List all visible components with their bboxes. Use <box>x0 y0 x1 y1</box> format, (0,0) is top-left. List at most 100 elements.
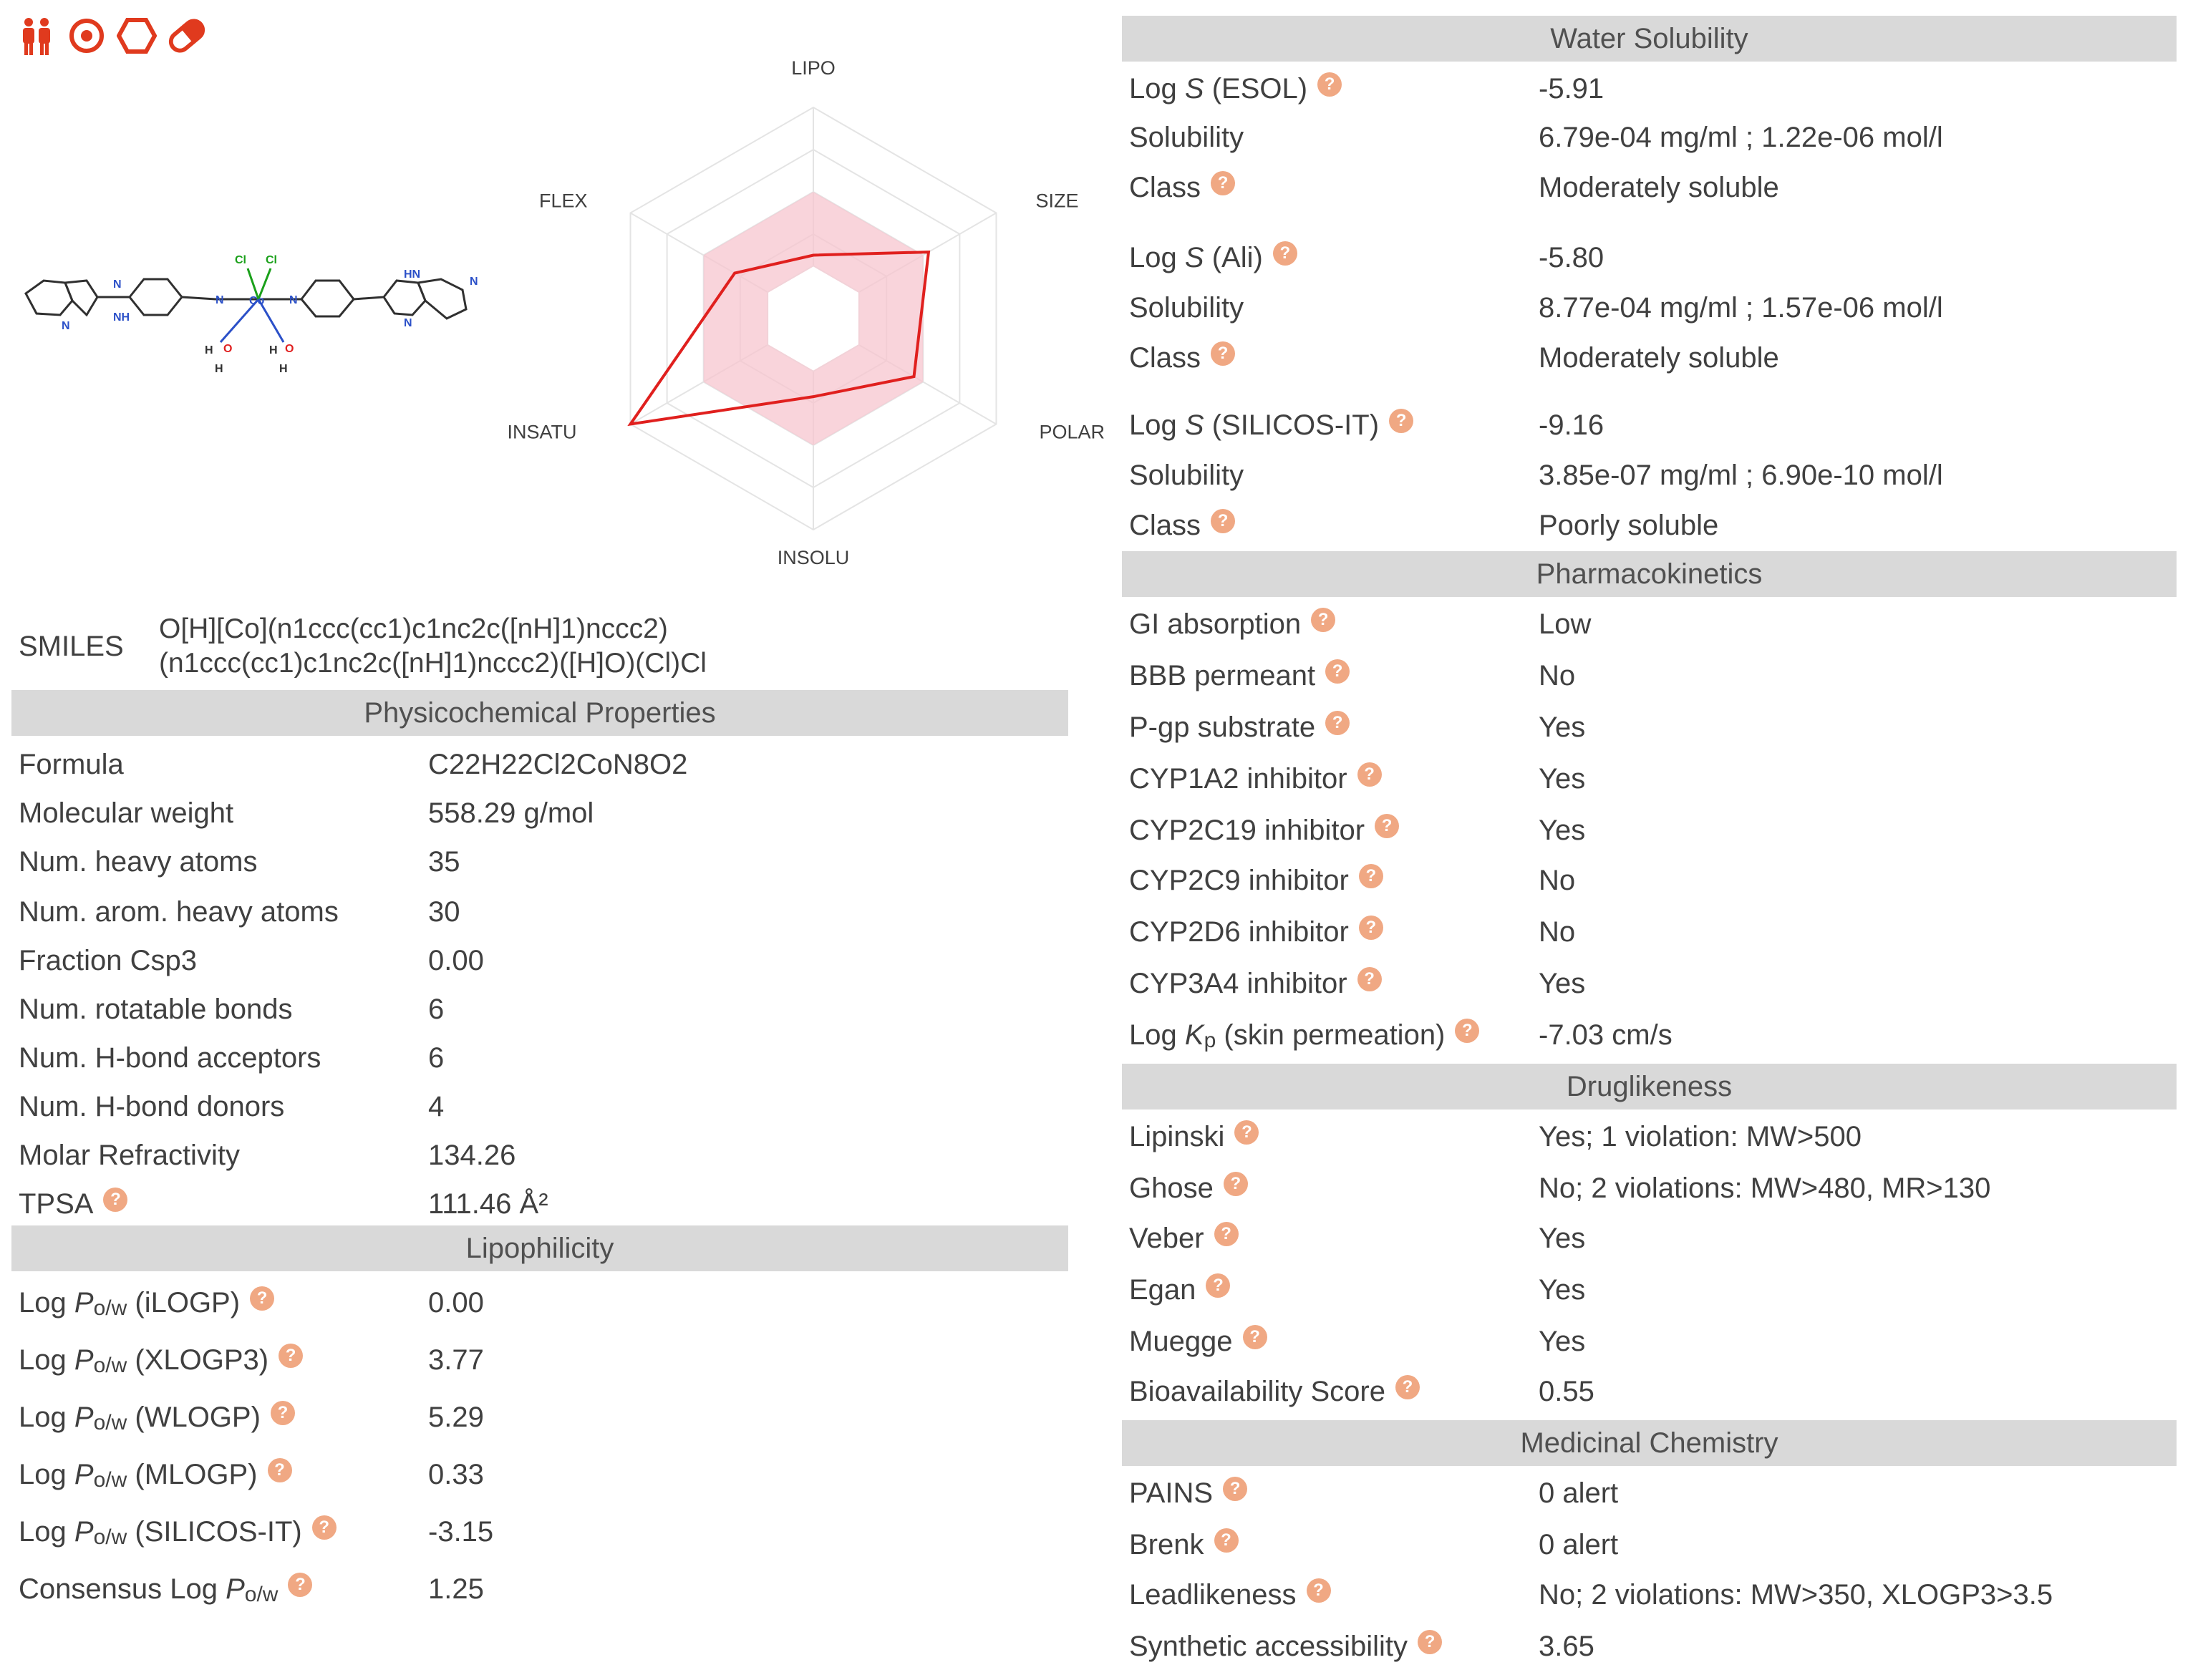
row-value: -5.91 <box>1539 72 1604 105</box>
table-row: Muegge? Yes <box>1122 1317 2177 1366</box>
ow-subscript: o/w <box>93 1525 127 1549</box>
logs-row: Log S (ESOL)? -5.91 <box>1122 64 2177 113</box>
water-solubility-header: Water Solubility <box>1122 16 2177 62</box>
table-row: Fraction Csp3 0.00 <box>11 936 1068 985</box>
kp-description: (skin permeation) <box>1224 1019 1446 1051</box>
row-label: Egan <box>1129 1273 1196 1306</box>
row-label-wrap: Molecular weight <box>11 797 233 830</box>
row-value: Yes <box>1539 1222 1586 1254</box>
help-icon[interactable]: ? <box>1418 1630 1443 1654</box>
help-icon[interactable]: ? <box>1223 1477 1248 1501</box>
help-icon[interactable]: ? <box>311 1515 337 1540</box>
help-icon[interactable]: ? <box>1211 171 1236 195</box>
help-icon[interactable]: ? <box>1211 509 1236 533</box>
method-name: (Ali) <box>1211 241 1263 273</box>
row-label-wrap: Log S (ESOL)? <box>1122 72 1342 105</box>
atom-label: H <box>215 363 223 375</box>
ow-subscript: o/w <box>93 1468 127 1492</box>
table-row: Molar Refractivity 134.26 <box>11 1131 1068 1180</box>
help-icon[interactable]: ? <box>103 1188 128 1212</box>
solubility-row: Solubility 6.79e-04 mg/ml ; 1.22e-06 mol/… <box>1122 113 2177 162</box>
row-label: Leadlikeness <box>1129 1578 1297 1611</box>
help-icon[interactable]: ? <box>1389 409 1414 433</box>
help-icon[interactable]: ? <box>1234 1120 1259 1145</box>
row-label: Num. arom. heavy atoms <box>19 895 339 928</box>
help-icon[interactable]: ? <box>1357 967 1382 991</box>
help-icon[interactable]: ? <box>270 1401 295 1425</box>
help-icon[interactable]: ? <box>279 1344 304 1368</box>
row-label: Brenk <box>1129 1528 1204 1560</box>
row-value: 558.29 g/mol <box>428 797 594 829</box>
help-icon[interactable]: ? <box>1358 916 1383 940</box>
help-icon[interactable]: ? <box>1395 1375 1420 1399</box>
solubility-row: Solubility 8.77e-04 mg/ml ; 1.57e-06 mol/… <box>1122 283 2177 332</box>
table-row: BBB permeant? No <box>1122 651 2177 700</box>
help-icon[interactable]: ? <box>1223 1172 1248 1196</box>
atom-label: H <box>205 344 213 356</box>
table-row: Brenk? 0 alert <box>1122 1520 2177 1569</box>
property-icons <box>16 13 208 59</box>
p-symbol: P <box>226 1573 245 1605</box>
help-icon[interactable]: ? <box>1375 814 1400 838</box>
row-value: 0 alert <box>1539 1477 1619 1509</box>
row-label-wrap: Class? <box>1122 341 1236 374</box>
consensus-label: Consensus Log <box>19 1573 218 1605</box>
help-icon[interactable]: ? <box>267 1458 292 1482</box>
help-icon[interactable]: ? <box>1357 762 1382 787</box>
row-value: 0.33 <box>428 1458 484 1490</box>
table-row: CYP2C9 inhibitor? No <box>1122 856 2177 905</box>
method-name: (WLOGP) <box>135 1401 261 1433</box>
radar-axis-label: SIZE <box>1035 190 1078 212</box>
tpsa-row: TPSA? 111.46 Å² <box>11 1180 1068 1228</box>
row-value: 6 <box>428 993 445 1025</box>
row-label-wrap: CYP2C9 inhibitor? <box>1122 864 1383 897</box>
help-icon[interactable]: ? <box>1242 1325 1267 1349</box>
row-label: Ghose <box>1129 1172 1214 1204</box>
row-value: 0.00 <box>428 1286 484 1319</box>
target-icon[interactable] <box>66 15 107 57</box>
help-icon[interactable]: ? <box>1214 1222 1239 1246</box>
row-label: Molecular weight <box>19 797 234 829</box>
row-label: CYP3A4 inhibitor <box>1129 967 1347 999</box>
row-label: CYP2C9 inhibitor <box>1129 864 1349 896</box>
row-label-wrap: Num. arom. heavy atoms <box>11 896 339 928</box>
radar-inner-zone <box>767 265 860 372</box>
help-icon[interactable]: ? <box>1306 1578 1331 1603</box>
help-icon[interactable]: ? <box>1358 864 1383 888</box>
left-column: N NH N N Co N Cl Cl O O H H H H HN N N L… <box>11 0 1105 1680</box>
smiles-value[interactable]: O[H][Co](n1ccc(cc1)c1nc2c([nH]1)nccc2) (… <box>159 612 707 681</box>
help-icon[interactable]: ? <box>1272 241 1297 266</box>
row-label: Solubility <box>1129 121 1244 153</box>
row-label: Num. rotatable bonds <box>19 993 293 1025</box>
pill-icon[interactable] <box>166 15 208 57</box>
row-value: 8.77e-04 mg/ml ; 1.57e-06 mol/l <box>1539 291 1943 324</box>
help-icon[interactable]: ? <box>1206 1273 1231 1298</box>
help-icon[interactable]: ? <box>1325 711 1350 735</box>
hexagon-icon[interactable] <box>116 15 158 57</box>
row-label: Fraction Csp3 <box>19 944 197 976</box>
people-icon[interactable] <box>16 15 57 57</box>
help-icon[interactable]: ? <box>250 1286 275 1311</box>
row-label: Solubility <box>1129 459 1244 491</box>
row-value: No; 2 violations: MW>480, MR>130 <box>1539 1172 1991 1204</box>
row-value: 3.65 <box>1539 1630 1594 1662</box>
row-label-wrap: CYP2C19 inhibitor? <box>1122 814 1400 847</box>
atom-label: N <box>113 278 122 291</box>
help-icon[interactable]: ? <box>1214 1528 1239 1553</box>
help-icon[interactable]: ? <box>1317 72 1342 97</box>
help-icon[interactable]: ? <box>1311 608 1336 632</box>
atom-label: HN <box>404 268 420 281</box>
table-row: Bioavailability Score? 0.55 <box>1122 1367 2177 1416</box>
help-icon[interactable]: ? <box>1325 659 1350 684</box>
smiles-line: O[H][Co](n1ccc(cc1)c1nc2c([nH]1)nccc2) <box>159 613 668 644</box>
row-label: Synthetic accessibility <box>1129 1630 1408 1662</box>
help-icon[interactable]: ? <box>288 1573 313 1597</box>
help-icon[interactable]: ? <box>1211 341 1236 366</box>
row-value: No <box>1539 864 1576 896</box>
help-icon[interactable]: ? <box>1455 1019 1480 1043</box>
medicinal-chemistry-header: Medicinal Chemistry <box>1122 1420 2177 1466</box>
